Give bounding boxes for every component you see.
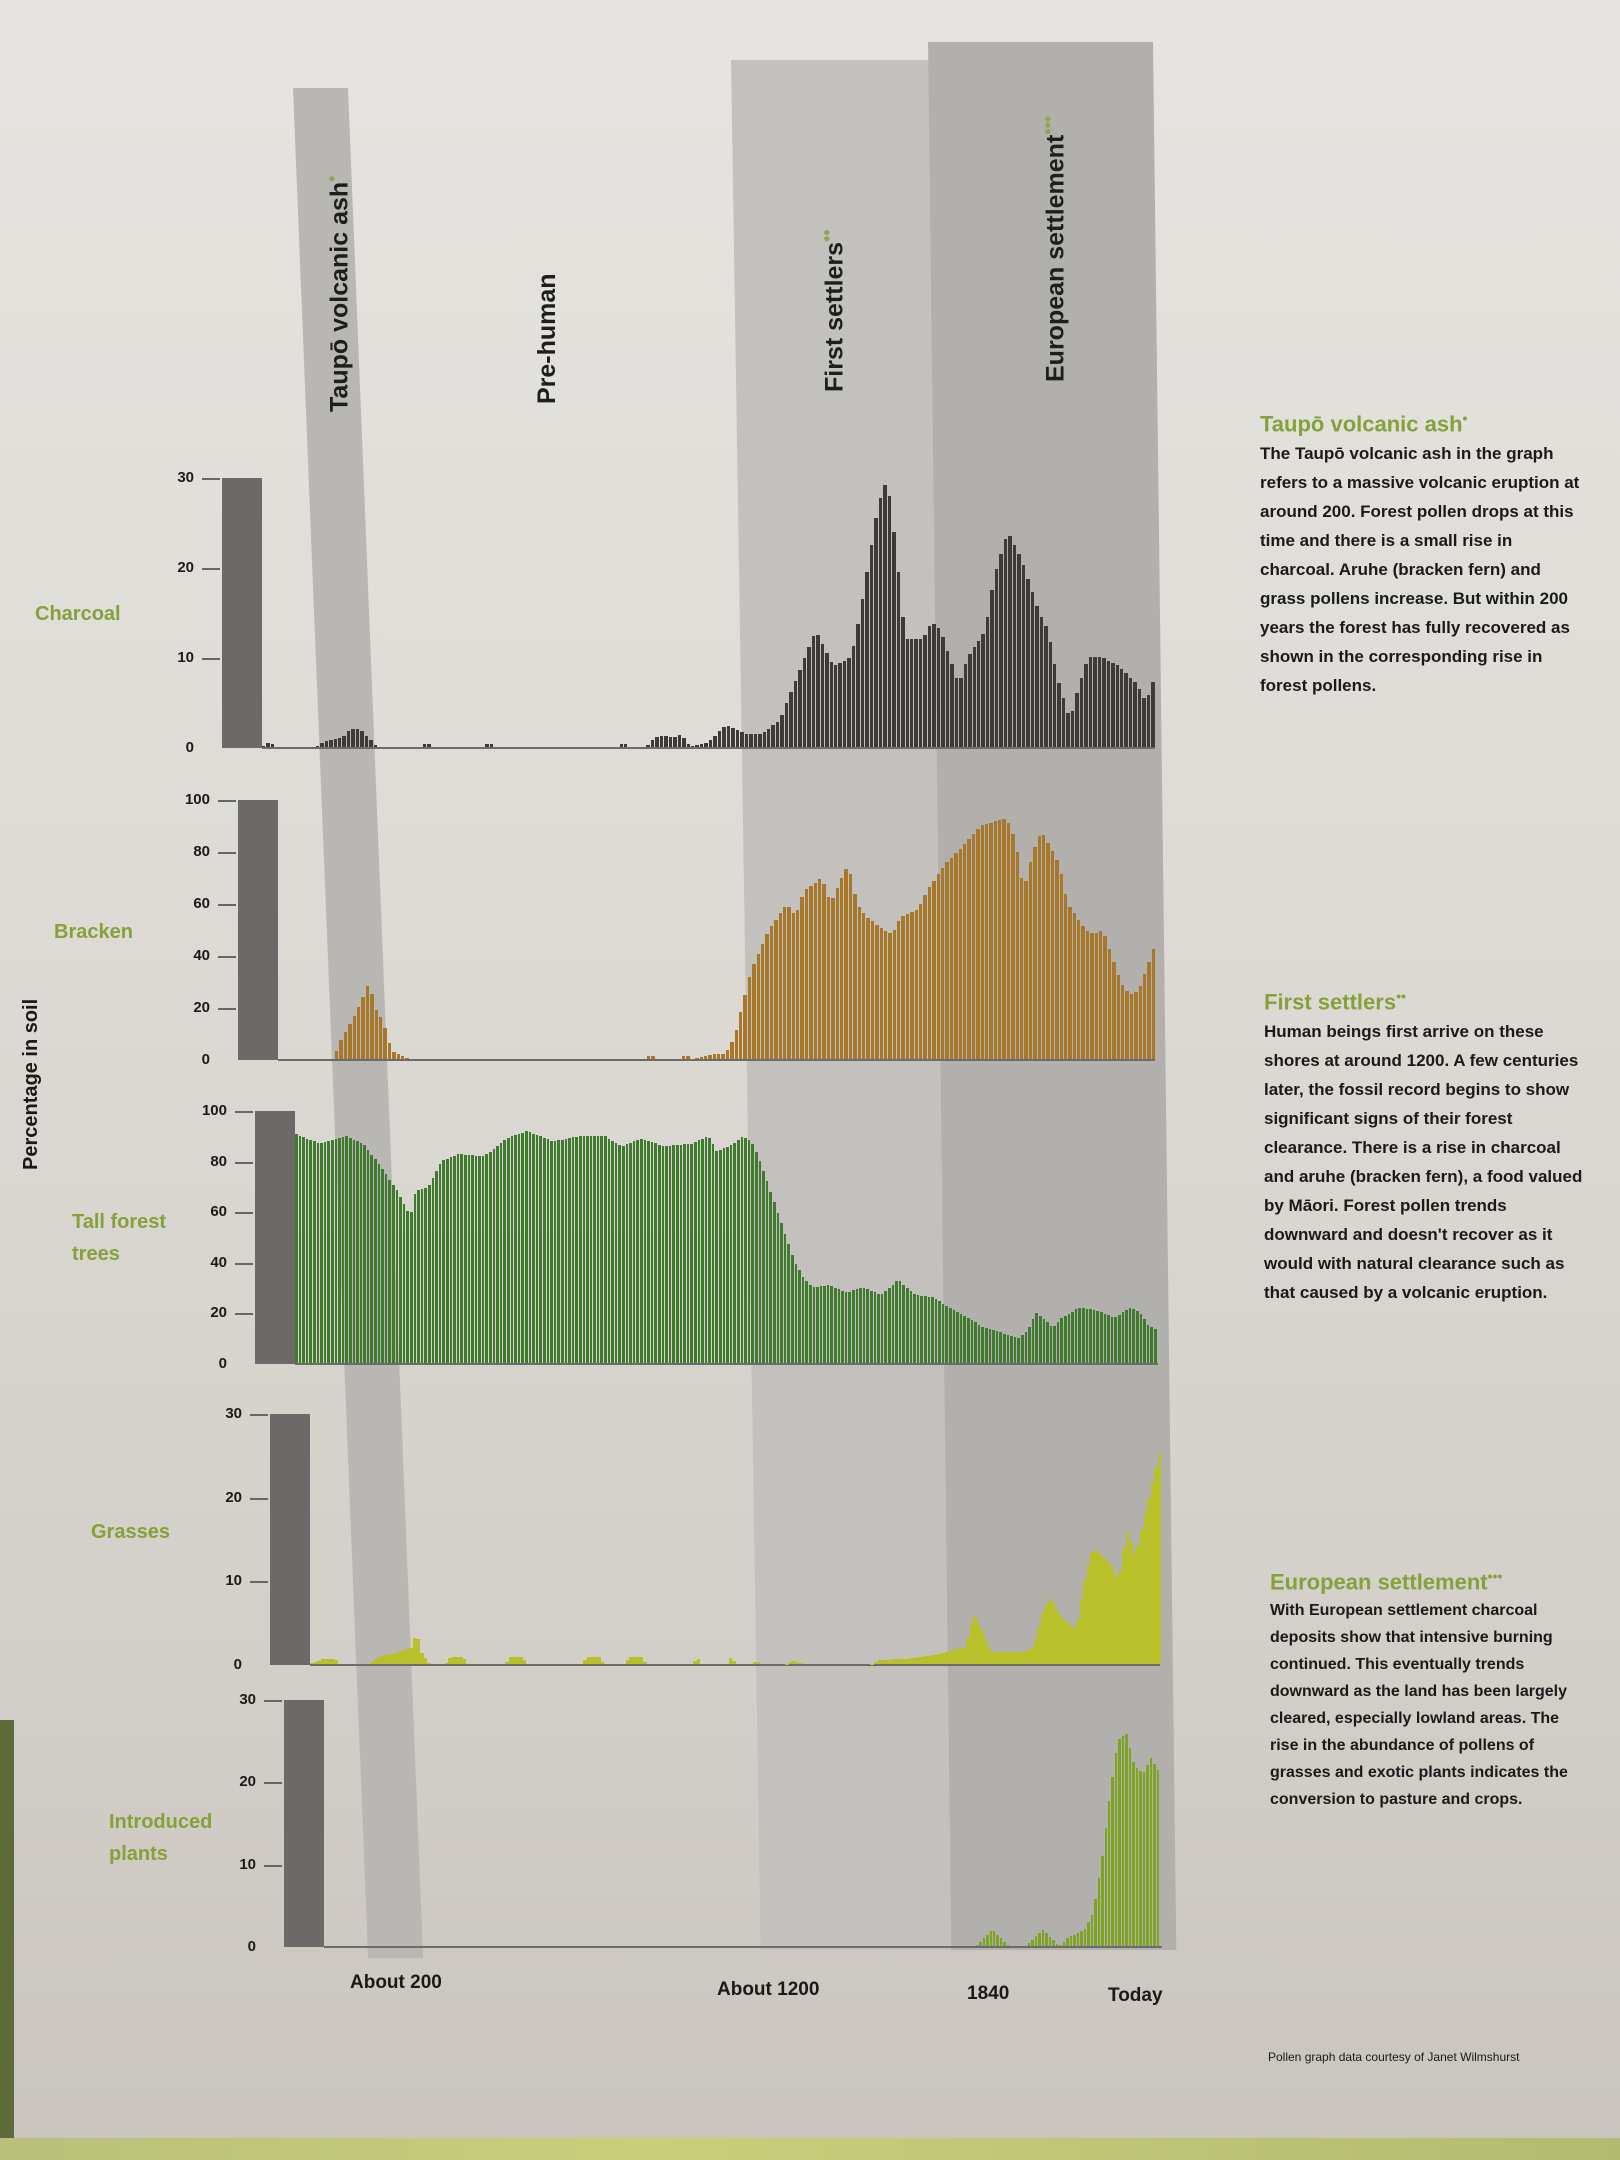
y-tick — [250, 1414, 268, 1416]
y-tick — [218, 1008, 236, 1010]
note-body: The Taupō volcanic ash in the graph refe… — [1260, 444, 1580, 696]
y-tick — [202, 478, 220, 480]
period-label-first-settlers: First settlers•• — [817, 229, 849, 392]
x-label-about-200: About 200 — [350, 1972, 442, 1993]
poster-edge-bottom — [0, 2138, 1620, 2160]
y-tick-label: 20 — [239, 1773, 256, 1791]
tall-forest-bars — [295, 1111, 1158, 1363]
y-tick-label: 60 — [193, 895, 210, 912]
series-label-bracken: Bracken — [54, 921, 133, 943]
introduced-plants-baseline — [324, 1946, 1162, 1948]
y-tick — [264, 1700, 282, 1702]
y-tick-label: 80 — [210, 1152, 227, 1170]
note-title: First settlers•• — [1264, 988, 1406, 1015]
y-tick — [202, 568, 220, 570]
note-body: With European settlement charcoal deposi… — [1270, 1602, 1568, 1809]
grasses-baseline — [310, 1664, 1160, 1666]
introduced-plants-bars — [324, 1700, 1162, 1946]
bracken-axis-bar — [238, 800, 278, 1060]
y-tick-label: 100 — [184, 791, 210, 808]
y-tick-label: 40 — [193, 947, 210, 964]
y-tick — [218, 800, 236, 802]
y-tick-label: 100 — [201, 1102, 227, 1119]
bracken-baseline — [278, 1059, 1155, 1061]
grasses-axis-bar — [270, 1414, 310, 1665]
y-tick — [202, 658, 220, 660]
x-label-1840: 1840 — [967, 1983, 1010, 2004]
note-body: Human beings first arrive on these shore… — [1264, 1022, 1583, 1303]
y-tick — [235, 1111, 253, 1113]
y-tick — [250, 1497, 268, 1500]
note-title: Taupō volcanic ash• — [1260, 410, 1468, 437]
y-tick — [235, 1212, 253, 1215]
period-label-taupo: Taupō volcanic ash• — [322, 175, 354, 412]
x-label-today: Today — [1108, 1985, 1163, 2006]
y-tick — [218, 852, 236, 854]
note-title: European settlement••• — [1270, 1568, 1503, 1595]
y-tick — [235, 1262, 253, 1265]
y-tick — [218, 956, 236, 958]
y-tick — [264, 1864, 282, 1867]
note-european-settlement: European settlement••• With European set… — [1270, 1568, 1580, 1813]
y-tick-label: 20 — [225, 1488, 242, 1506]
y-tick-label: 0 — [233, 1656, 242, 1673]
note-taupo: Taupō volcanic ash• The Taupō volcanic a… — [1260, 410, 1580, 700]
tall-forest-baseline — [295, 1363, 1158, 1365]
y-tick-label: 10 — [177, 649, 194, 666]
y-tick-label: 30 — [177, 469, 194, 486]
period-label-european-settlement: European settlement••• — [1038, 115, 1070, 382]
introduced-plants-axis-bar — [284, 1700, 324, 1947]
y-tick — [235, 1313, 253, 1316]
charcoal-axis-bar — [222, 478, 262, 748]
y-tick-label: 10 — [239, 1855, 256, 1873]
y-tick-label: 40 — [210, 1253, 227, 1271]
series-label-charcoal: Charcoal — [35, 603, 121, 625]
y-tick-label: 0 — [218, 1355, 227, 1372]
y-tick-label: 20 — [177, 559, 194, 576]
y-tick-label: 20 — [193, 999, 210, 1016]
y-tick-label: 0 — [185, 739, 194, 756]
period-label-pre-human: Pre-human — [533, 273, 561, 404]
y-tick-label: 30 — [225, 1405, 242, 1422]
data-credit: Pollen graph data courtesy of Janet Wilm… — [1268, 2050, 1520, 2064]
y-tick-label: 60 — [210, 1203, 227, 1221]
series-label-tall-forest: Tall forest trees — [72, 1211, 167, 1265]
tall-forest-axis-bar — [255, 1111, 295, 1364]
y-tick — [250, 1581, 268, 1584]
series-label-grasses: Grasses — [91, 1521, 170, 1543]
y-tick — [264, 1782, 282, 1785]
poster-edge-left — [0, 1720, 14, 2160]
y-axis-title: Percentage in soil — [20, 998, 42, 1170]
y-tick-label: 30 — [239, 1691, 256, 1708]
charcoal-bars — [262, 478, 1155, 747]
x-label-about-1200: About 1200 — [717, 1979, 820, 2000]
series-label-introduced: Introduced plants — [109, 1811, 213, 1865]
y-tick-label: 10 — [225, 1572, 242, 1590]
bracken-bars — [278, 800, 1156, 1059]
y-tick — [235, 1161, 253, 1164]
y-tick-label: 0 — [247, 1938, 256, 1955]
grasses-bars — [310, 1414, 1162, 1664]
y-tick — [218, 904, 236, 906]
y-tick-label: 0 — [201, 1051, 210, 1068]
y-tick-label: 80 — [193, 843, 210, 860]
y-tick-label: 20 — [210, 1304, 227, 1322]
charcoal-baseline — [262, 747, 1155, 749]
note-first-settlers: First settlers•• Human beings first arri… — [1264, 988, 1584, 1307]
